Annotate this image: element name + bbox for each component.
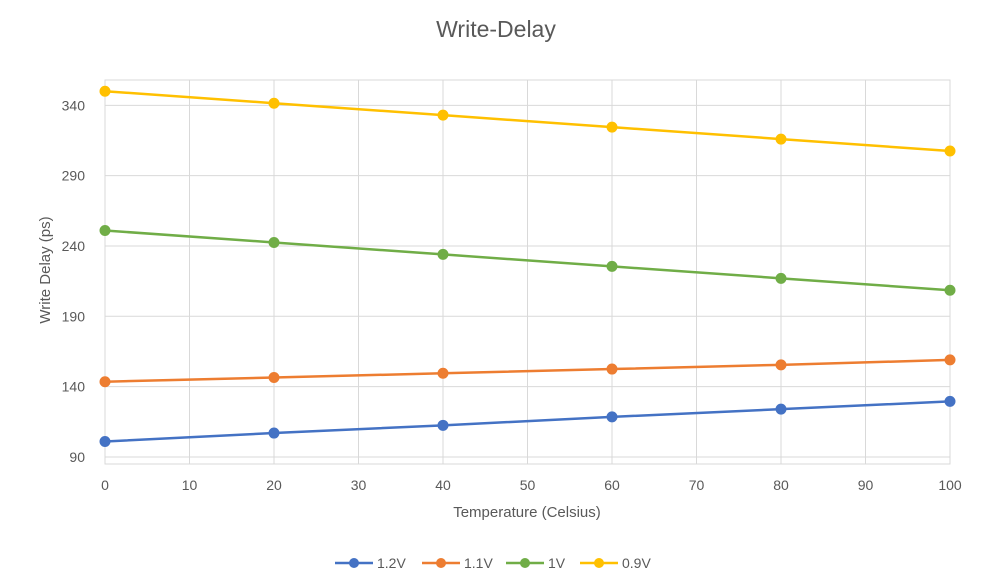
legend-item: 1V xyxy=(506,555,566,571)
legend-item: 0.9V xyxy=(580,555,651,571)
data-point xyxy=(268,236,280,248)
legend-label: 1.2V xyxy=(377,555,406,571)
y-tick-label: 340 xyxy=(62,97,86,113)
x-tick-label: 60 xyxy=(604,477,620,493)
legend-item: 1.2V xyxy=(335,555,406,571)
data-point xyxy=(99,376,111,388)
data-point xyxy=(775,359,787,371)
legend-marker xyxy=(349,558,359,568)
data-point xyxy=(944,284,956,296)
data-point xyxy=(606,121,618,133)
x-tick-label: 20 xyxy=(266,477,282,493)
series-0.9V xyxy=(99,85,956,157)
data-point xyxy=(437,419,449,431)
series-line xyxy=(104,90,951,153)
data-point xyxy=(606,411,618,423)
data-point xyxy=(99,435,111,447)
legend-label: 1V xyxy=(548,555,566,571)
y-tick-label: 290 xyxy=(62,168,86,184)
chart-title: Write-Delay xyxy=(436,16,556,42)
plot-border xyxy=(104,79,951,465)
series-line xyxy=(104,400,951,443)
x-tick-label: 90 xyxy=(858,477,874,493)
x-tick-label: 40 xyxy=(435,477,451,493)
data-point xyxy=(606,363,618,375)
data-point xyxy=(99,85,111,97)
legend-marker xyxy=(520,558,530,568)
legend-label: 0.9V xyxy=(622,555,651,571)
data-point xyxy=(99,225,111,237)
legend-label: 1.1V xyxy=(464,555,493,571)
x-tick-label: 0 xyxy=(101,477,109,493)
y-tick-label: 240 xyxy=(62,238,86,254)
x-tick-label: 50 xyxy=(520,477,536,493)
data-point xyxy=(437,109,449,121)
legend-marker xyxy=(594,558,604,568)
x-tick-label: 70 xyxy=(689,477,705,493)
y-tick-label: 140 xyxy=(62,379,86,395)
axes: 0 10 20 30 40 50 60 70 80 90 100 90 140 190 240 290 340 xyxy=(62,97,962,493)
series-line xyxy=(104,229,951,292)
y-axis-label: Write Delay (ps) xyxy=(37,216,54,323)
series-1.1V xyxy=(99,354,956,388)
data-point xyxy=(437,248,449,260)
data-point xyxy=(775,133,787,145)
data-point xyxy=(268,427,280,439)
x-tick-label: 30 xyxy=(351,477,367,493)
y-tick-label: 190 xyxy=(62,308,86,324)
data-point xyxy=(268,371,280,383)
series-1.2V xyxy=(99,395,956,447)
legend-marker xyxy=(436,558,446,568)
legend: 1.2V 1.1V 1V 0.9V xyxy=(335,555,651,571)
plot-area xyxy=(99,85,956,447)
x-tick-label: 80 xyxy=(773,477,789,493)
series-line xyxy=(104,358,951,383)
x-tick-label: 10 xyxy=(182,477,198,493)
data-point xyxy=(944,354,956,366)
data-point xyxy=(775,272,787,284)
data-point xyxy=(606,260,618,272)
data-point xyxy=(944,395,956,407)
y-tick-label: 90 xyxy=(69,449,85,465)
data-point xyxy=(944,145,956,157)
data-point xyxy=(268,97,280,109)
data-point xyxy=(437,367,449,379)
x-axis-label: Temperature (Celsius) xyxy=(453,504,601,521)
x-tick-label: 100 xyxy=(938,477,962,493)
legend-item: 1.1V xyxy=(422,555,493,571)
data-point xyxy=(775,403,787,415)
series-1V xyxy=(99,225,956,296)
